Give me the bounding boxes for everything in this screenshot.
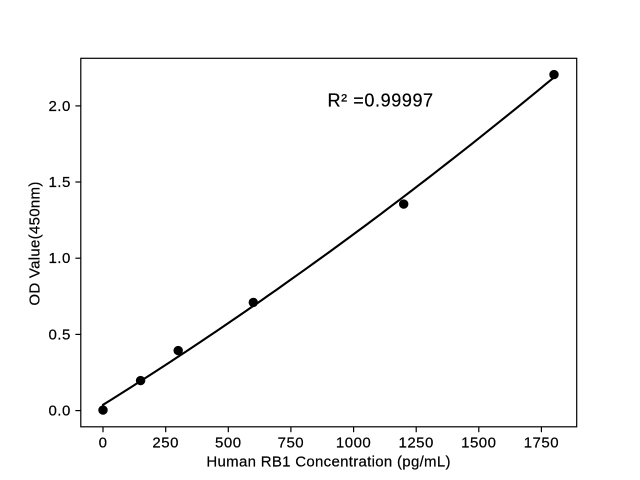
svg-text:1250: 1250 [399,434,434,451]
svg-text:1.5: 1.5 [48,174,70,191]
svg-text:Human RB1 Concentration (pg/mL: Human RB1 Concentration (pg/mL) [206,454,450,471]
svg-text:1750: 1750 [524,434,559,451]
svg-text:250: 250 [152,434,179,451]
svg-text:OD Value(450nm): OD Value(450nm) [27,181,44,305]
svg-text:0.0: 0.0 [48,403,70,420]
svg-text:0: 0 [99,434,108,451]
svg-text:2.0: 2.0 [48,98,70,115]
svg-text:1.0: 1.0 [48,250,70,267]
svg-text:500: 500 [215,434,242,451]
svg-text:1000: 1000 [336,434,371,451]
svg-text:1500: 1500 [461,434,496,451]
svg-text:R² =0.99997: R² =0.99997 [328,91,434,111]
svg-text:0.5: 0.5 [48,326,70,343]
svg-text:750: 750 [278,434,305,451]
